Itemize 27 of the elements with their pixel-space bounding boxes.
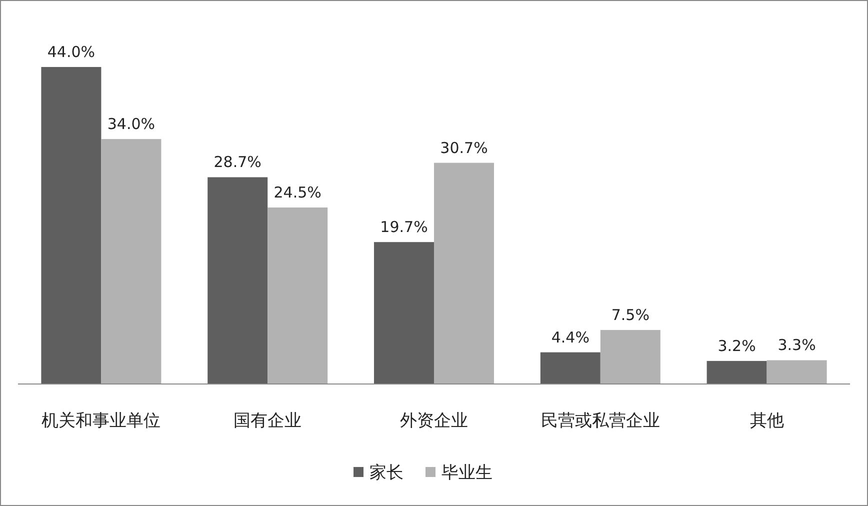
data-label: 3.3% [778, 336, 816, 354]
x-tick-label: 国有企业 [234, 411, 302, 431]
data-label: 3.2% [718, 336, 756, 355]
bar [766, 360, 827, 384]
bar [540, 352, 600, 384]
x-tick-label: 外资企业 [400, 411, 468, 431]
data-label: 7.5% [611, 306, 650, 324]
bar [600, 330, 660, 384]
bar [374, 242, 434, 384]
data-label: 4.4% [551, 328, 590, 346]
data-label: 44.0% [47, 43, 96, 61]
x-tick-label: 机关和事业单位 [42, 411, 161, 431]
bar [101, 139, 162, 384]
data-label: 34.0% [107, 115, 156, 134]
bar [434, 162, 494, 384]
bar [706, 360, 767, 384]
data-label: 19.7% [380, 218, 428, 236]
data-label: 28.7% [214, 153, 262, 172]
data-label: 30.7% [440, 138, 488, 157]
bar [268, 207, 328, 384]
bar [208, 177, 268, 384]
x-tick-label: 其他 [750, 411, 784, 431]
data-label: 24.5% [274, 183, 322, 202]
x-tick-label: 民营或私营企业 [540, 411, 660, 431]
legend-label: 家长 [370, 463, 404, 483]
bar [41, 67, 102, 384]
legend-label: 毕业生 [442, 463, 492, 483]
